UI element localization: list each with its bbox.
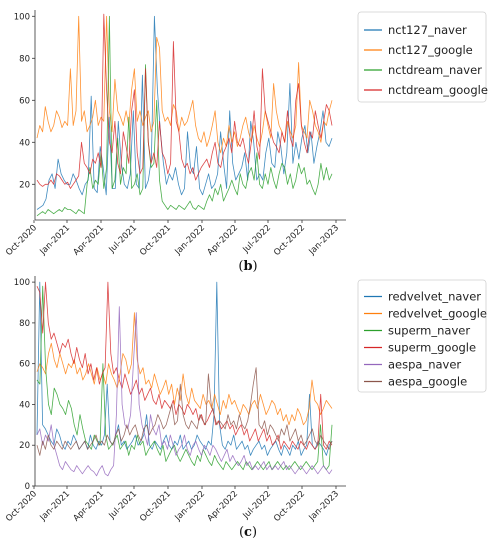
- x-tick-label: Oct-2020: [4, 223, 39, 258]
- x-tick-label: Jul-2021: [107, 223, 140, 256]
- y-tick-label: 20: [19, 180, 30, 190]
- x-tick-label: Apr-2022: [206, 223, 241, 258]
- legend-label-aespa_naver: aespa_naver: [388, 358, 461, 372]
- y-tick-label: 80: [19, 54, 30, 64]
- x-tick-label: Apr-2021: [72, 489, 107, 524]
- x-tick-label: Oct-2021: [138, 489, 173, 524]
- y-tick-label: 60: [19, 360, 30, 370]
- x-tick-label: Jul-2022: [241, 489, 274, 522]
- series-line-nctdream_naver: [36, 15, 333, 217]
- y-tick-label: 20: [19, 441, 30, 451]
- y-tick-label: 40: [19, 138, 30, 148]
- x-tick-label: Jan-2022: [173, 489, 208, 524]
- legend-label-nct127_google: nct127_google: [388, 43, 473, 57]
- legend-label-superm_naver: superm_naver: [388, 324, 470, 338]
- y-tick-label: 40: [19, 400, 30, 410]
- x-tick-label: Apr-2022: [206, 489, 241, 524]
- panel-caption: (c): [239, 525, 257, 540]
- series-line-superm_google: [36, 281, 333, 450]
- x-tick-label: Jul-2021: [107, 489, 140, 522]
- legend-label-superm_google: superm_google: [388, 341, 476, 355]
- legend-label-aespa_google: aespa_google: [388, 375, 467, 389]
- series-line-redvelvet_google: [36, 312, 333, 426]
- legend-label-nctdream_google: nctdream_google: [388, 83, 488, 97]
- x-tick-label: Jan-2023: [307, 489, 342, 524]
- y-tick-label: 80: [19, 319, 30, 329]
- x-tick-label: Oct-2022: [272, 489, 307, 524]
- legend-box: [357, 279, 487, 393]
- y-tick-label: 100: [14, 278, 30, 288]
- legend-box: [357, 11, 487, 103]
- legend-label-nct127_naver: nct127_naver: [388, 23, 467, 37]
- y-tick-label: 100: [14, 12, 30, 22]
- x-tick-label: Oct-2022: [272, 223, 307, 258]
- series-line-superm_naver: [36, 285, 333, 471]
- panel-caption: (b): [238, 259, 257, 274]
- series-line-aespa_google: [36, 367, 333, 456]
- legend-label-redvelvet_google: redvelvet_google: [388, 307, 487, 321]
- y-tick-label: 0: [25, 482, 30, 492]
- x-tick-label: Oct-2020: [4, 489, 39, 524]
- x-tick-label: Oct-2021: [138, 223, 173, 258]
- series-line-nctdream_google: [36, 13, 333, 189]
- legend-label-nctdream_naver: nctdream_naver: [388, 63, 482, 77]
- x-tick-label: Jan-2022: [173, 223, 208, 258]
- x-tick-label: Jan-2021: [38, 489, 73, 524]
- x-tick-label: Apr-2021: [72, 223, 107, 258]
- x-tick-label: Jan-2021: [38, 223, 73, 258]
- x-tick-label: Jul-2022: [241, 223, 274, 256]
- y-tick-label: 60: [19, 96, 30, 106]
- x-tick-label: Jan-2023: [307, 223, 342, 258]
- series-line-aespa_naver: [36, 306, 333, 477]
- legend-label-redvelvet_naver: redvelvet_naver: [388, 290, 481, 304]
